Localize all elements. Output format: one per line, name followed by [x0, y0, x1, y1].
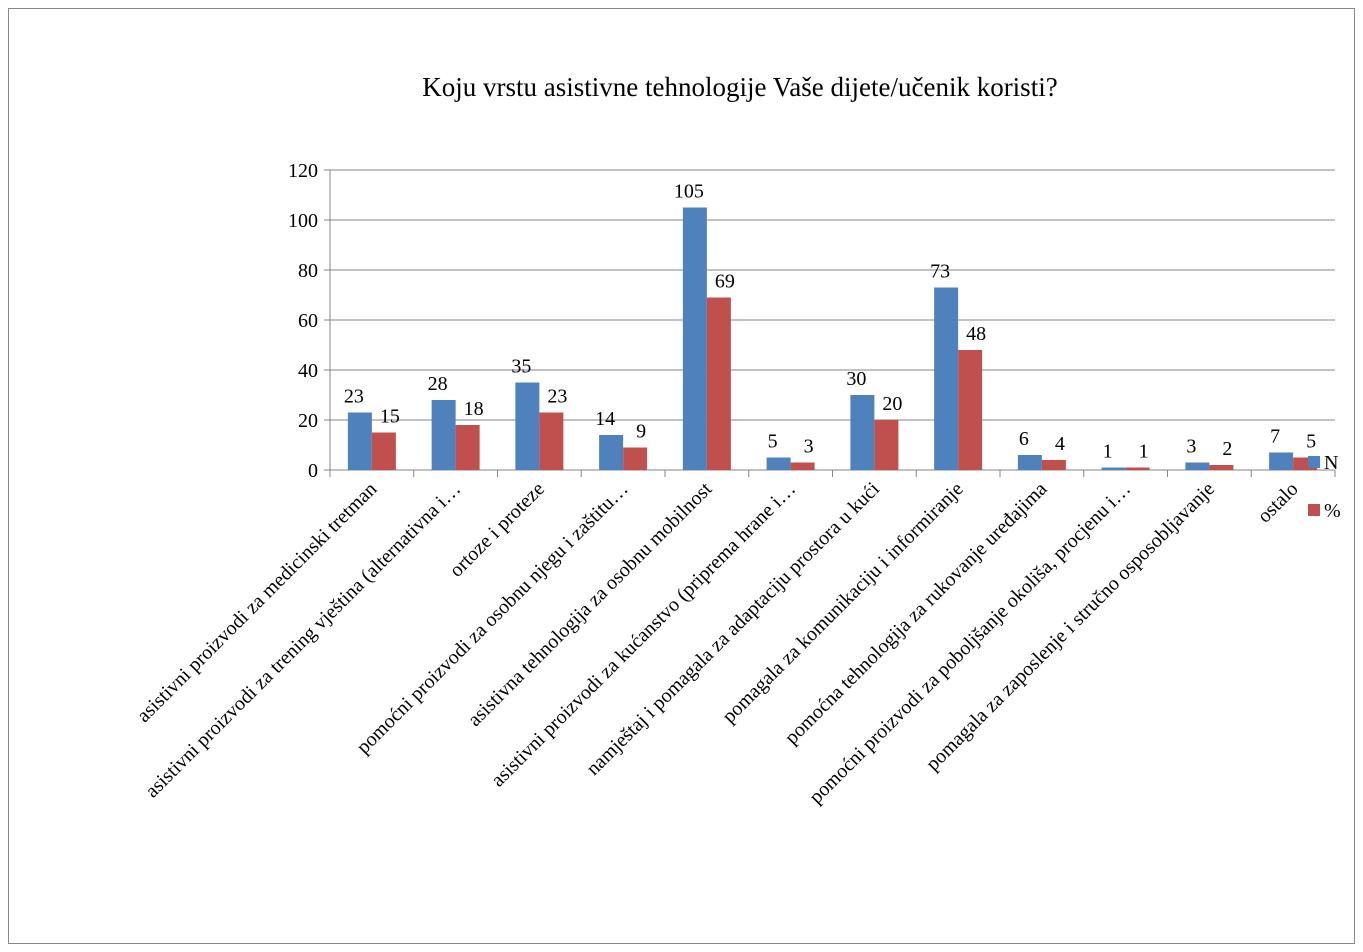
chart-title: Koju vrstu asistivne tehnologije Vaše di… [422, 72, 1057, 102]
bar [431, 400, 456, 470]
bar [790, 462, 815, 470]
value-label: 20 [882, 393, 902, 415]
bar [515, 382, 540, 470]
y-tick-label: 20 [298, 410, 318, 432]
value-label: 1 [1103, 441, 1113, 463]
value-label: 3 [1186, 436, 1196, 458]
bar [1269, 452, 1294, 470]
value-label: 2 [1222, 438, 1232, 460]
bar [706, 297, 731, 470]
value-label: 69 [715, 271, 735, 293]
y-tick-label: 40 [298, 360, 318, 382]
value-label: 5 [768, 431, 778, 453]
value-label: 1 [1139, 441, 1149, 463]
bar [623, 447, 648, 470]
bar [371, 432, 396, 470]
value-label: 73 [930, 261, 950, 283]
bar [1017, 455, 1042, 470]
value-label: 18 [464, 398, 484, 420]
bar [1101, 467, 1126, 470]
bar [1125, 467, 1150, 470]
y-tick-label: 120 [288, 160, 318, 182]
value-label: 14 [595, 408, 615, 430]
y-tick-label: 0 [308, 460, 318, 482]
bar [874, 420, 899, 470]
value-label: 48 [966, 323, 986, 345]
legend-label: N [1324, 452, 1338, 474]
bar [1185, 462, 1210, 470]
bar [958, 350, 983, 470]
value-label: 30 [846, 368, 866, 390]
value-label: 15 [380, 406, 400, 428]
bar [934, 287, 959, 470]
bar [1209, 465, 1234, 470]
bar [682, 207, 707, 470]
value-label: 35 [511, 356, 531, 378]
value-label: 9 [636, 421, 646, 443]
legend-label: % [1324, 500, 1341, 522]
bar [599, 435, 624, 470]
value-label: 28 [428, 373, 448, 395]
bar [455, 425, 480, 470]
value-label: 4 [1055, 433, 1065, 455]
y-tick-label: 80 [298, 260, 318, 282]
value-label: 7 [1270, 426, 1280, 448]
value-label: 3 [804, 436, 814, 458]
bar [539, 412, 564, 470]
bar [850, 395, 875, 470]
chart-frame [8, 8, 1355, 944]
y-tick-label: 60 [298, 310, 318, 332]
y-tick-label: 100 [288, 210, 318, 232]
bar [1041, 460, 1066, 470]
legend-swatch [1308, 456, 1320, 468]
bar [766, 457, 791, 470]
value-label: 105 [674, 181, 704, 203]
value-label: 5 [1306, 431, 1316, 453]
value-label: 23 [344, 386, 364, 408]
bar [347, 412, 372, 470]
value-label: 23 [547, 386, 567, 408]
legend-swatch [1308, 504, 1320, 516]
value-label: 6 [1019, 428, 1029, 450]
